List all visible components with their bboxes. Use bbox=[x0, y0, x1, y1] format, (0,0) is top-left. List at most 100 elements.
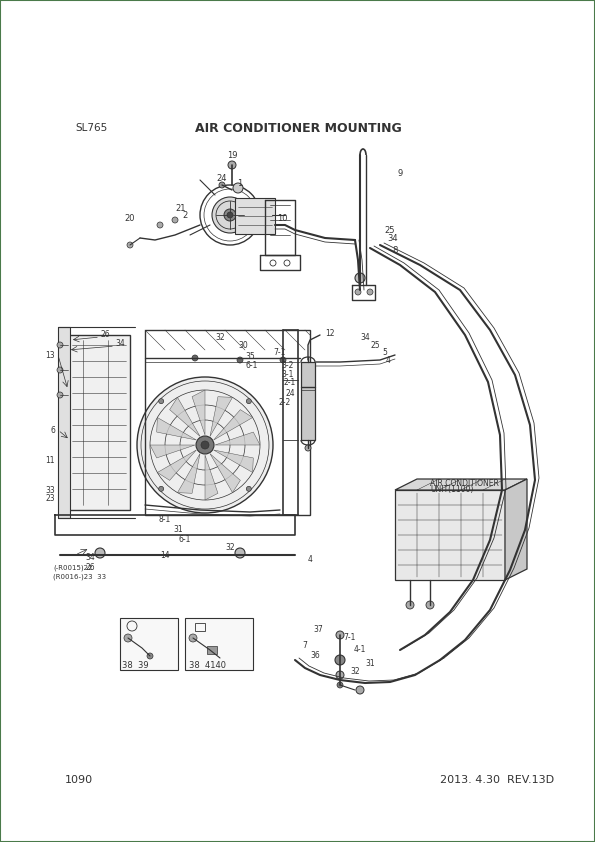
Text: 32: 32 bbox=[215, 333, 225, 342]
Text: 24: 24 bbox=[217, 173, 227, 183]
Circle shape bbox=[196, 436, 214, 454]
Circle shape bbox=[57, 392, 63, 398]
Circle shape bbox=[367, 289, 373, 295]
Circle shape bbox=[237, 357, 243, 363]
Polygon shape bbox=[210, 454, 240, 493]
Circle shape bbox=[95, 548, 105, 558]
Text: 34: 34 bbox=[360, 333, 370, 342]
Text: 26: 26 bbox=[85, 563, 95, 573]
Text: 2-1: 2-1 bbox=[284, 377, 296, 386]
Text: 6: 6 bbox=[50, 425, 55, 434]
Circle shape bbox=[127, 242, 133, 248]
Text: 12: 12 bbox=[325, 328, 335, 338]
Text: 2-2: 2-2 bbox=[279, 397, 291, 407]
Circle shape bbox=[137, 377, 273, 513]
Circle shape bbox=[201, 441, 209, 449]
Text: 25: 25 bbox=[370, 340, 380, 349]
Circle shape bbox=[305, 445, 311, 451]
Bar bbox=[301, 362, 315, 440]
Text: 25: 25 bbox=[385, 226, 395, 235]
Text: (-R0015)22: (-R0015)22 bbox=[53, 565, 92, 571]
Text: 34: 34 bbox=[85, 552, 95, 562]
Polygon shape bbox=[215, 432, 260, 445]
Text: 2013. 4.30  REV.13D: 2013. 4.30 REV.13D bbox=[440, 775, 554, 785]
Bar bbox=[145, 330, 310, 515]
Bar bbox=[120, 618, 178, 670]
Text: 8-1: 8-1 bbox=[159, 515, 171, 525]
Text: 35: 35 bbox=[245, 351, 255, 360]
Text: 1: 1 bbox=[237, 179, 243, 188]
Text: 7-1: 7-1 bbox=[274, 348, 286, 356]
Circle shape bbox=[426, 601, 434, 609]
Text: 7-1: 7-1 bbox=[344, 632, 356, 642]
Circle shape bbox=[355, 289, 361, 295]
Bar bbox=[185, 618, 253, 670]
Circle shape bbox=[192, 355, 198, 361]
Text: 4-1: 4-1 bbox=[354, 646, 366, 654]
Text: 6-1: 6-1 bbox=[179, 536, 191, 545]
Circle shape bbox=[246, 487, 251, 492]
Text: 11: 11 bbox=[45, 456, 55, 465]
Text: 38  4140: 38 4140 bbox=[189, 660, 226, 669]
Circle shape bbox=[57, 367, 63, 373]
Text: 33: 33 bbox=[45, 486, 55, 494]
Text: 31: 31 bbox=[173, 525, 183, 535]
Circle shape bbox=[219, 182, 225, 188]
Circle shape bbox=[159, 398, 164, 403]
Text: 31: 31 bbox=[365, 658, 375, 668]
Text: (R0016-)23  33: (R0016-)23 33 bbox=[53, 573, 106, 580]
Text: 1090: 1090 bbox=[65, 775, 93, 785]
Circle shape bbox=[228, 161, 236, 169]
Text: 20: 20 bbox=[125, 214, 135, 222]
Polygon shape bbox=[177, 454, 200, 493]
Text: 4: 4 bbox=[386, 355, 390, 365]
Text: 3-1: 3-1 bbox=[282, 370, 294, 379]
Circle shape bbox=[336, 631, 344, 639]
Bar bbox=[58, 327, 70, 518]
Circle shape bbox=[57, 342, 63, 348]
Text: 3-2: 3-2 bbox=[282, 360, 294, 370]
Circle shape bbox=[235, 548, 245, 558]
Bar bbox=[395, 490, 505, 580]
Circle shape bbox=[356, 686, 364, 694]
Circle shape bbox=[280, 357, 286, 363]
Text: 8: 8 bbox=[392, 246, 397, 254]
Polygon shape bbox=[156, 418, 196, 440]
Text: 7: 7 bbox=[303, 641, 308, 649]
Polygon shape bbox=[170, 397, 200, 436]
Polygon shape bbox=[214, 410, 253, 440]
Circle shape bbox=[335, 655, 345, 665]
Circle shape bbox=[172, 217, 178, 223]
Polygon shape bbox=[192, 390, 205, 435]
Text: 10: 10 bbox=[277, 214, 287, 222]
Circle shape bbox=[147, 653, 153, 659]
Polygon shape bbox=[395, 479, 527, 490]
Circle shape bbox=[159, 487, 164, 492]
Polygon shape bbox=[205, 455, 218, 500]
Bar bbox=[68, 335, 130, 510]
Circle shape bbox=[189, 634, 197, 642]
Circle shape bbox=[337, 682, 343, 688]
Polygon shape bbox=[505, 479, 527, 580]
Circle shape bbox=[124, 634, 132, 642]
Text: 32: 32 bbox=[225, 542, 235, 552]
Bar bbox=[207, 646, 217, 654]
Text: 2: 2 bbox=[183, 210, 187, 220]
Circle shape bbox=[355, 273, 365, 283]
Text: 30: 30 bbox=[238, 340, 248, 349]
Text: 14: 14 bbox=[160, 551, 170, 559]
Circle shape bbox=[233, 183, 243, 193]
Circle shape bbox=[224, 209, 236, 221]
Text: 23: 23 bbox=[45, 493, 55, 503]
Text: 37: 37 bbox=[313, 626, 323, 635]
Text: 5: 5 bbox=[383, 348, 387, 356]
Text: AIR CONDITIONER MOUNTING: AIR CONDITIONER MOUNTING bbox=[195, 121, 402, 135]
Circle shape bbox=[157, 222, 163, 228]
Text: SL765: SL765 bbox=[75, 123, 107, 133]
Text: 38  39: 38 39 bbox=[122, 660, 148, 669]
Bar bbox=[195, 623, 205, 631]
Text: 4: 4 bbox=[308, 556, 312, 564]
Bar bbox=[235, 198, 275, 234]
Polygon shape bbox=[150, 445, 195, 458]
Circle shape bbox=[406, 601, 414, 609]
